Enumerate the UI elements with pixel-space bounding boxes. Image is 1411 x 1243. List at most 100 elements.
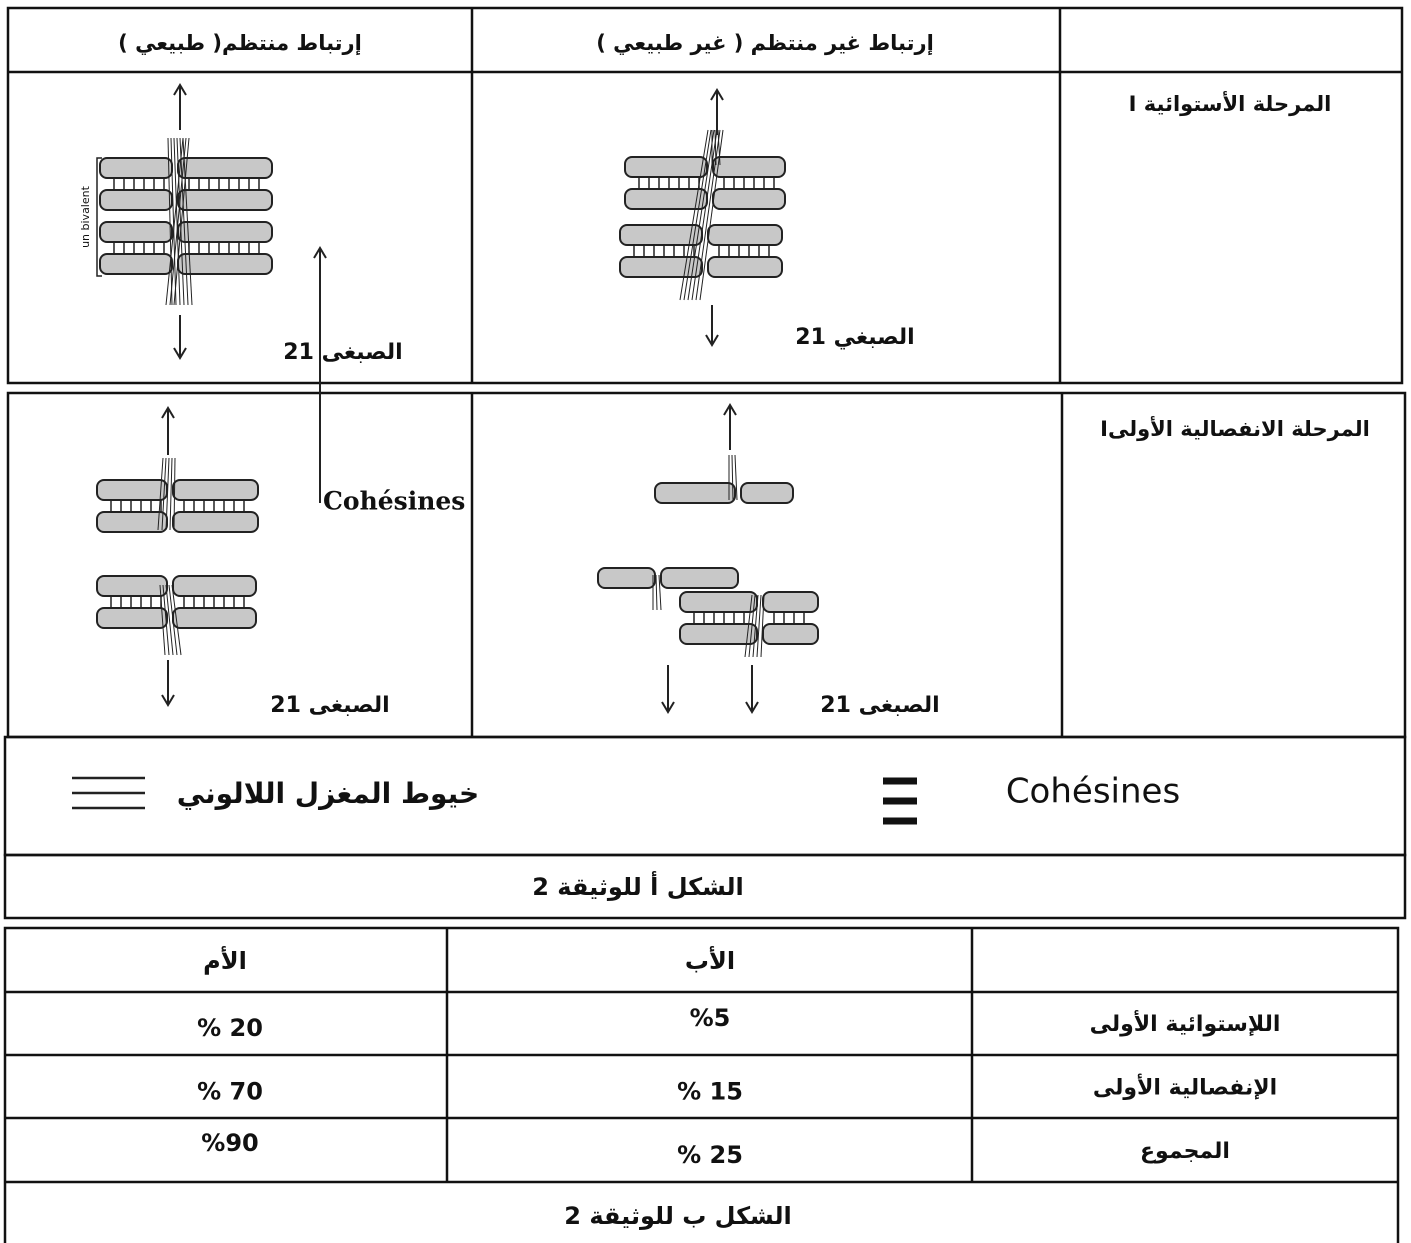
cell-value: %90 <box>201 1129 258 1157</box>
chromatid <box>177 253 273 275</box>
chromatid <box>172 575 257 597</box>
chromatid <box>707 256 783 278</box>
chromatid <box>172 479 259 501</box>
chromosome-label: الصبغى 21 <box>820 693 939 718</box>
spindle-fiber <box>748 594 756 658</box>
spindle-fiber <box>731 454 734 501</box>
header-normal: إرتباط منتظم( طبيعي ) <box>118 31 362 55</box>
chromosome-label: الصبغى 21 <box>270 693 389 718</box>
chromatid <box>177 157 273 179</box>
spindle-fiber <box>179 137 189 306</box>
stage-label: المرحلة الانفصالية الأولىI <box>1100 415 1370 441</box>
arrow-head <box>173 83 187 96</box>
spindle-fiber <box>691 129 718 301</box>
spindle-fiber <box>171 584 182 656</box>
chromatid <box>177 189 273 211</box>
spindle-fiber <box>734 454 738 501</box>
spindle-fiber <box>173 137 190 306</box>
spindle-fiber <box>161 457 167 531</box>
row-label: اللإستوائية الأولى <box>1090 1009 1281 1037</box>
spindle-fiber <box>176 137 185 306</box>
spindle-fiber <box>658 574 662 611</box>
diagrams <box>72 83 917 825</box>
spindle-fiber <box>168 584 178 656</box>
chromatid <box>96 607 168 629</box>
chromatid <box>654 482 736 504</box>
table-b-grid <box>3 926 1400 1243</box>
caption: الشكل ب للوثيقة 2 <box>564 1202 791 1230</box>
chromatid <box>679 623 758 645</box>
arrow-head <box>723 403 737 416</box>
caption: الشكل أ للوثيقة 2 <box>532 871 744 901</box>
arrow-head <box>710 88 724 101</box>
spindle-fiber <box>744 594 753 658</box>
spindle-fiber <box>679 129 709 301</box>
spindle-fiber <box>687 129 715 301</box>
spindle-fiber <box>655 574 658 611</box>
chromatid <box>707 224 783 246</box>
chromatid <box>712 156 786 178</box>
chromatid <box>99 221 173 243</box>
spindle-fiber <box>752 594 759 658</box>
arrow-head <box>745 701 759 714</box>
cell-value: % 15 <box>677 1078 743 1106</box>
chromatid <box>96 575 168 597</box>
arrow-head <box>161 406 175 419</box>
spindle-fiber <box>683 129 712 301</box>
chromatid <box>96 511 168 533</box>
chromatid <box>597 567 656 589</box>
chromatid <box>619 256 703 278</box>
spindle-fiber <box>714 129 717 166</box>
cell-value: % 25 <box>677 1141 743 1169</box>
chromatid <box>177 221 273 243</box>
table-b-rows: اللإستوائية الأولى %5 % 20 الإنفصالية الأول… <box>197 1004 1280 1169</box>
spindle-fiber <box>760 594 765 658</box>
spindle-fiber <box>170 137 177 306</box>
chromatid <box>99 157 173 179</box>
spindle-fiber <box>173 457 176 531</box>
spindle-fiber <box>173 137 181 306</box>
chromatid <box>740 482 794 504</box>
arrow-head <box>313 246 327 259</box>
arrow-head <box>161 694 175 707</box>
spindle-fiber <box>165 584 174 656</box>
spindle-fiber <box>162 584 170 656</box>
spindle-fiber <box>756 594 762 658</box>
header-mother: الأم <box>203 946 247 975</box>
chromatid <box>96 479 168 501</box>
chromatid <box>660 567 739 589</box>
chromatid <box>762 623 819 645</box>
chromatid <box>712 188 786 210</box>
spindle-fiber <box>182 137 193 306</box>
chromosome-label: الصبغى 21 <box>283 340 402 365</box>
chromatid <box>679 591 758 613</box>
spindle-fiber <box>165 457 170 531</box>
spindle-fiber <box>159 584 166 656</box>
spindle-fiber <box>167 137 173 306</box>
chromatid <box>762 591 819 613</box>
spindle-fiber <box>169 137 187 306</box>
bivalent-label: un bivalent <box>79 185 92 248</box>
arrow-head <box>173 347 187 360</box>
chromatid <box>624 156 708 178</box>
chromatid <box>99 189 173 211</box>
legend-cohesins: Cohésines <box>1006 772 1180 812</box>
legend-spindle: خيوط المغزل اللالوني <box>177 777 479 810</box>
chromosome-label: الصبغي 21 <box>795 325 914 350</box>
arrow-head <box>661 701 675 714</box>
header-abnormal: إرتباط غير منتظم ( غير طبيعي ) <box>596 31 934 55</box>
chromatid <box>624 188 708 210</box>
chromatid <box>172 511 259 533</box>
row-label: الإنفصالية الأولى <box>1093 1073 1277 1101</box>
table-a-grid <box>3 6 1407 920</box>
chromatid <box>99 253 173 275</box>
stage-label: المرحلة الأستوائية I <box>1129 90 1332 116</box>
cell-value: % 70 <box>197 1078 263 1106</box>
chromatid <box>172 607 257 629</box>
spindle-fiber <box>717 129 721 166</box>
row-label: المجموع <box>1140 1139 1230 1164</box>
header-father: الأب <box>685 946 735 975</box>
spindle-fiber <box>169 457 173 531</box>
cell-value: % 20 <box>197 1014 263 1042</box>
